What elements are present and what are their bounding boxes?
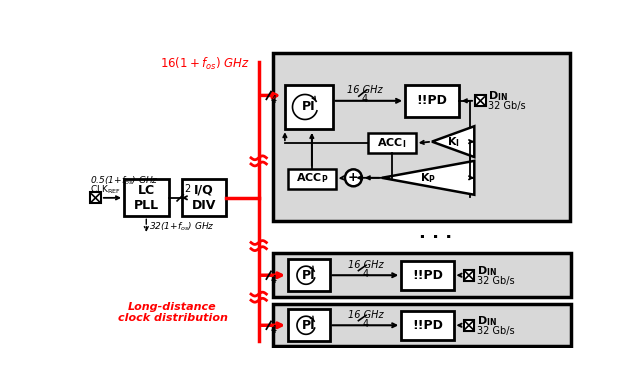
Text: · · ·: · · · [419,229,452,247]
Text: 4: 4 [271,325,277,335]
Text: 32 Gb/s: 32 Gb/s [477,276,514,285]
Text: D$_\mathregular{IN}$: D$_\mathregular{IN}$ [488,89,508,103]
Text: ACC$_\mathregular{I}$: ACC$_\mathregular{I}$ [378,136,406,150]
Bar [90,192,101,203]
Bar [288,309,330,341]
Polygon shape [432,126,474,157]
Text: K$_\mathregular{I}$: K$_\mathregular{I}$ [447,135,460,149]
Bar [288,259,330,291]
Bar [124,179,168,216]
Text: K$_\mathregular{P}$: K$_\mathregular{P}$ [420,171,436,185]
Bar [273,53,570,221]
Bar [463,320,474,331]
Text: 16 GHz: 16 GHz [347,85,383,95]
Text: 4: 4 [362,94,368,104]
Bar [285,84,333,129]
Polygon shape [382,161,474,195]
Text: 4: 4 [362,319,369,329]
Text: 4: 4 [271,95,277,105]
Text: 16 GHz: 16 GHz [348,310,383,320]
Text: D$_\mathregular{IN}$: D$_\mathregular{IN}$ [477,314,497,328]
Text: +: + [348,171,359,184]
Text: PI: PI [302,100,316,113]
Text: 32(1+f$_\mathregular{os}$) GHz: 32(1+f$_\mathregular{os}$) GHz [148,220,214,233]
Text: LC
PLL: LC PLL [134,184,159,212]
Bar [182,179,227,216]
Bar [288,169,336,188]
Text: PI: PI [302,319,316,332]
Text: Long-distance
clock distribution: Long-distance clock distribution [118,302,227,323]
Text: 4: 4 [362,269,369,279]
Text: !!PD: !!PD [417,94,447,107]
Text: PI: PI [302,269,316,282]
Text: 4: 4 [271,275,277,285]
Text: 32 Gb/s: 32 Gb/s [488,101,526,111]
Text: ACC$_\mathregular{P}$: ACC$_\mathregular{P}$ [296,172,328,185]
Bar [368,133,416,153]
Text: 32 Gb/s: 32 Gb/s [477,326,514,335]
Bar [273,304,572,346]
Text: 0.5(1+f$_\mathregular{os}$) GHz: 0.5(1+f$_\mathregular{os}$) GHz [90,175,159,187]
Circle shape [345,169,362,186]
Text: CLK$_\mathregular{REF}$: CLK$_\mathregular{REF}$ [90,183,121,196]
Bar [401,310,454,340]
Text: 16 GHz: 16 GHz [348,260,383,270]
Text: !!PD: !!PD [412,269,443,282]
Bar [273,253,572,297]
Text: $\mathit{16(1+f_{os})\ GHz}$: $\mathit{16(1+f_{os})\ GHz}$ [160,56,250,72]
Text: 2: 2 [184,184,190,194]
Text: !!PD: !!PD [412,319,443,332]
Bar [405,84,459,117]
Text: I/Q
DIV: I/Q DIV [192,184,216,212]
Bar [401,260,454,290]
Bar [475,95,486,106]
Bar [463,270,474,281]
Text: D$_\mathregular{IN}$: D$_\mathregular{IN}$ [477,264,497,278]
